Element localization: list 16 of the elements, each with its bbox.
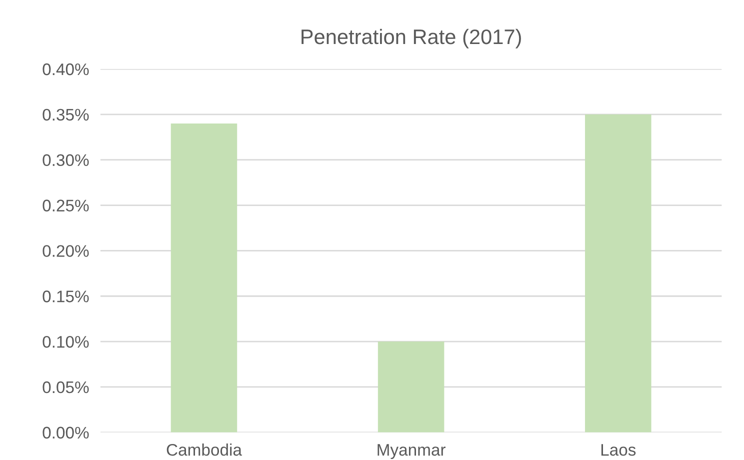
y-tick-label: 0.00% [42,426,89,439]
bar [378,342,444,432]
x-tick-label: Myanmar [378,444,446,460]
y-tick-label: 0.25% [42,200,89,212]
x-tick-label: Cambodia [166,444,242,456]
chart-title: Penetration Rate (2017) [302,28,521,48]
y-tick-label: 0.15% [42,290,89,302]
y-tick-label: 0.05% [42,381,89,394]
y-tick-label: 0.20% [42,245,89,257]
y-tick-label: 0.35% [42,108,89,121]
y-tick-label: 0.10% [42,336,89,348]
bar [585,114,652,432]
y-tick-label: 0.40% [42,63,89,76]
y-tick-label: 0.30% [42,154,89,166]
bar [170,124,238,432]
x-tick-label: Laos [601,444,636,456]
